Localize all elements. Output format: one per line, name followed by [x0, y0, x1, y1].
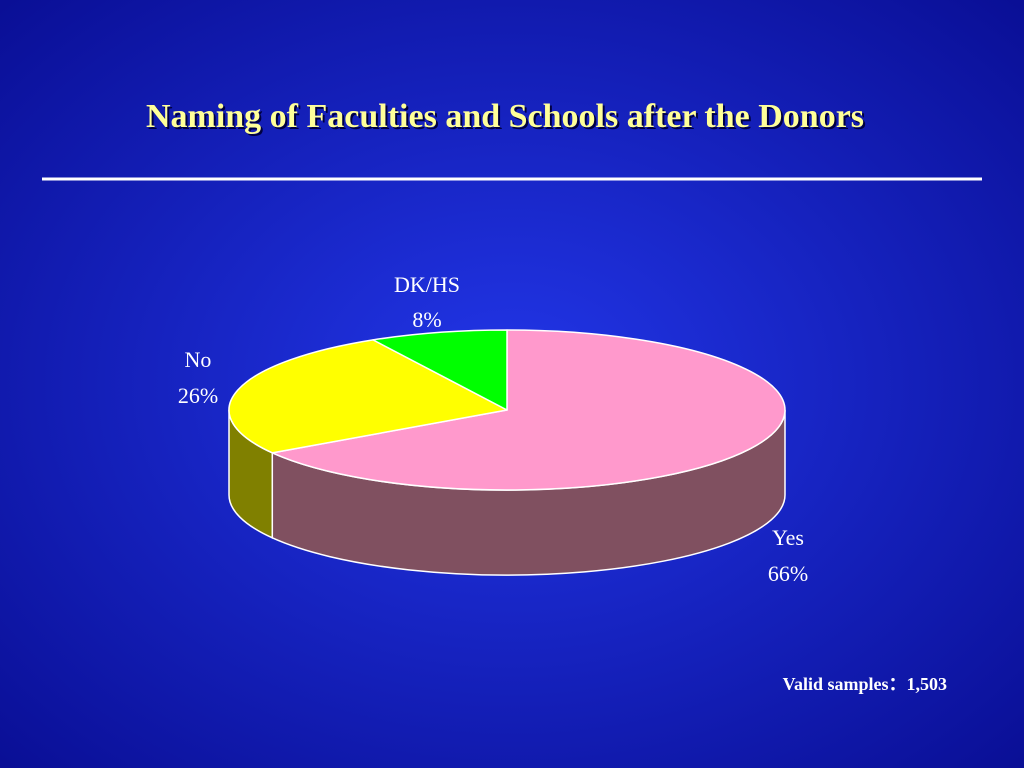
- slice: [372, 329, 508, 411]
- slice-top: [372, 329, 508, 411]
- value-label: 26%: [178, 383, 218, 408]
- slice-top: [271, 329, 786, 491]
- slice-top: [228, 339, 508, 454]
- pie: [228, 329, 786, 576]
- value-label: 66%: [768, 561, 808, 586]
- slice: [228, 339, 508, 540]
- slice-label: DK/HS: [394, 272, 460, 297]
- annotation: Valid samples：1,503: [783, 674, 947, 694]
- value-label: 8%: [412, 307, 441, 332]
- slice-label: No: [185, 347, 212, 372]
- chart-title: Naming of Faculties and Schools after th…: [146, 98, 864, 135]
- slice-label: Yes: [772, 525, 804, 550]
- title-shadow: Naming of Faculties and Schools after th…: [148, 100, 866, 137]
